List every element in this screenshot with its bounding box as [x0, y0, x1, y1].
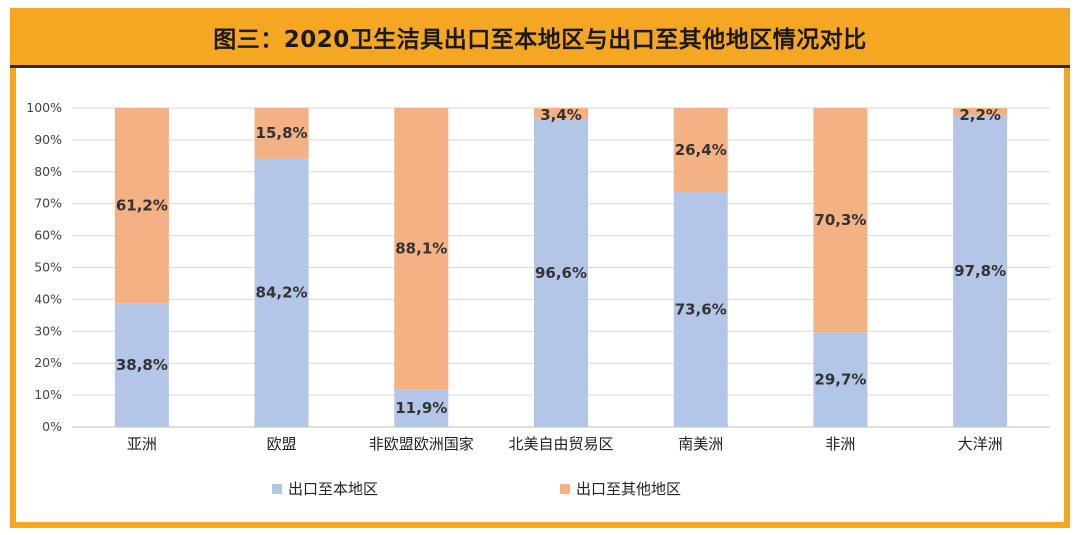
data-label: 38,8%: [116, 356, 168, 374]
bar-segment: [114, 303, 169, 427]
bar-segment: [254, 158, 309, 428]
y-tick-label: 20%: [34, 355, 62, 370]
bar-segment: [534, 118, 588, 427]
data-label: 11,9%: [395, 399, 447, 417]
bar-segment: [394, 389, 449, 427]
bar-segment: [813, 332, 868, 427]
x-category-label: 非欧盟欧洲国家: [369, 435, 474, 453]
data-label: 61,2%: [116, 197, 168, 215]
legend-label: 出口至其他地区: [576, 480, 681, 498]
y-tick-label: 60%: [34, 228, 62, 243]
bar-segment: [953, 108, 1008, 116]
bar-segment: [953, 115, 1008, 427]
bar-segment: [114, 108, 169, 304]
bar-segment: [394, 108, 449, 390]
data-label: 29,7%: [814, 371, 866, 389]
data-label: 70,3%: [814, 211, 866, 229]
x-category-label: 大洋洲: [958, 435, 1003, 453]
x-category-label: 北美自由贸易区: [508, 435, 613, 453]
y-tick-label: 100%: [26, 100, 62, 115]
data-label: 26,4%: [675, 141, 727, 159]
legend-swatch: [272, 484, 282, 494]
bar-segment: [534, 108, 588, 119]
data-label: 73,6%: [675, 301, 727, 319]
data-label: 88,1%: [395, 240, 447, 258]
title-bar: 图三：2020卫生洁具出口至本地区与出口至其他地区情况对比: [10, 8, 1070, 68]
bar-segment: [673, 108, 728, 193]
bar-segment: [254, 108, 309, 159]
y-tick-label: 30%: [34, 323, 62, 338]
x-category-label: 非洲: [825, 435, 855, 453]
x-category-label: 亚洲: [127, 435, 157, 453]
y-tick-label: 80%: [34, 164, 62, 179]
x-category-label: 南美洲: [678, 435, 723, 453]
data-label: 97,8%: [954, 262, 1006, 280]
y-tick-label: 40%: [34, 291, 62, 306]
data-label: 2,2%: [959, 106, 1001, 124]
y-tick-label: 70%: [34, 196, 62, 211]
x-category-label: 欧盟: [267, 435, 297, 453]
y-tick-label: 10%: [34, 387, 62, 402]
y-tick-label: 0%: [42, 419, 62, 434]
data-label: 84,2%: [256, 284, 308, 302]
data-label: 3,4%: [540, 106, 582, 124]
bar-segment: [813, 108, 868, 333]
y-tick-label: 50%: [34, 260, 62, 275]
legend-label: 出口至本地区: [288, 480, 378, 498]
y-tick-label: 90%: [34, 132, 62, 147]
bar-segment: [673, 192, 728, 427]
data-label: 96,6%: [535, 264, 587, 282]
data-label: 15,8%: [256, 124, 308, 142]
chart-title: 图三：2020卫生洁具出口至本地区与出口至其他地区情况对比: [213, 26, 867, 53]
legend-swatch: [560, 484, 570, 494]
